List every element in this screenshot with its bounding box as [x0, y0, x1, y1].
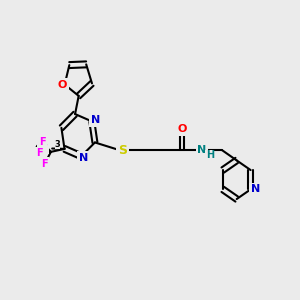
Text: 3: 3 [55, 140, 60, 148]
Text: F: F [39, 137, 46, 147]
Text: F: F [41, 159, 48, 169]
Text: CF: CF [34, 143, 48, 154]
Text: N: N [79, 153, 88, 163]
Text: N: N [197, 145, 207, 155]
Text: S: S [118, 143, 127, 157]
Text: H: H [206, 150, 214, 160]
Text: N: N [91, 115, 100, 125]
Text: O: O [58, 80, 67, 90]
Text: N: N [251, 184, 260, 194]
Text: O: O [178, 124, 187, 134]
Text: F: F [36, 148, 43, 158]
